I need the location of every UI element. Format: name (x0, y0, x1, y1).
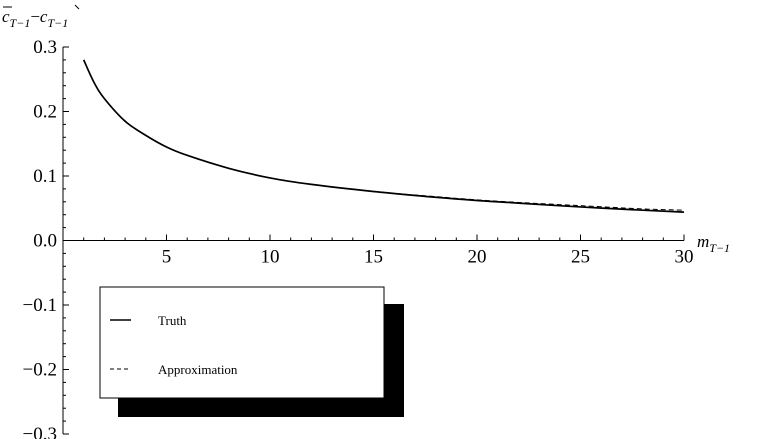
y-label-minus: − (30, 7, 40, 26)
x-ticks: 5 10 15 20 25 30 (83, 234, 694, 268)
y-tick-label: −0.1 (23, 295, 57, 316)
x-tick-label: 15 (364, 247, 383, 268)
legend-label-approximation: Approximation (158, 362, 238, 377)
x-label-sub: T−1 (709, 241, 730, 255)
y-label-sub-1: T−1 (10, 16, 31, 30)
y-label-c-bar: c (2, 7, 10, 26)
y-label-c-grave: c (40, 7, 48, 26)
legend: Truth Approximation (99, 286, 404, 417)
legend-label-truth: Truth (158, 313, 187, 328)
y-label-grave (74, 4, 80, 10)
y-ticks: −0.3 −0.2 −0.1 0.0 0.1 0.2 0.3 (23, 37, 69, 439)
y-tick-label: −0.2 (23, 360, 57, 381)
x-tick-label: 20 (468, 247, 487, 268)
x-label-main: m (697, 232, 709, 251)
y-label-sub-2: T−1 (47, 16, 68, 30)
series-line-approximation (83, 59, 685, 211)
series-line-truth (82, 59, 685, 213)
legend-box (99, 286, 385, 399)
x-tick-label: 10 (261, 247, 280, 268)
x-tick-label: 25 (571, 247, 590, 268)
series-group (82, 59, 685, 213)
x-axis-title: mT−1 (697, 232, 730, 255)
y-axis-title: cT−1−cT−1 (2, 7, 68, 30)
y-tick-label: 0.1 (33, 166, 57, 187)
y-tick-label: 0.3 (33, 37, 57, 58)
y-tick-label: −0.3 (23, 424, 57, 439)
x-tick-label: 30 (675, 247, 694, 268)
y-tick-label: 0.0 (33, 231, 57, 252)
y-tick-label: 0.2 (33, 102, 57, 123)
x-tick-label: 5 (162, 247, 172, 268)
